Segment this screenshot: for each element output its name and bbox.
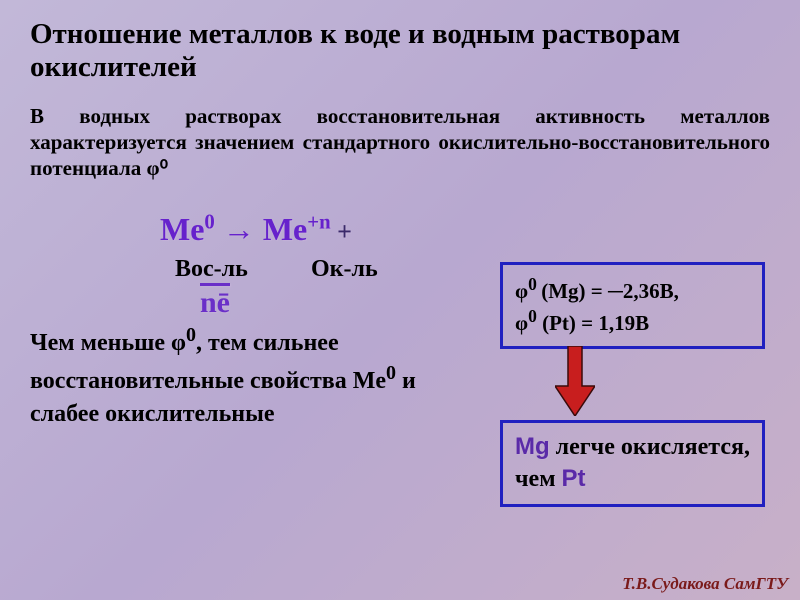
- eq-sup1: 0: [204, 210, 214, 233]
- page-title: Отношение металлов к воде и водным раств…: [0, 0, 800, 95]
- label-reducer: Вос-ль: [175, 256, 305, 283]
- potentials-box: φ0 (Mg) = ─2,36В, φ0 (Pt) = 1,19В: [500, 262, 765, 349]
- conclusion-box: Mg легче окисляется, чем Pt: [500, 420, 765, 507]
- expl-a: Чем меньше φ: [30, 330, 186, 356]
- phi-pt-b: (Pt) = 1,19В: [537, 311, 649, 335]
- label-oxidizer: Ок-ль: [311, 256, 378, 282]
- mg-label: Mg: [515, 433, 550, 460]
- phi-pt-sup: 0: [528, 306, 537, 326]
- author-credit: Т.В.Судакова СамГТУ: [622, 574, 788, 594]
- expl-sup0: 0: [186, 324, 196, 346]
- phi-pt-a: φ: [515, 311, 528, 335]
- eq-me2: Me: [263, 211, 307, 247]
- intro-paragraph: В водных растворах восстановительная акт…: [0, 95, 800, 182]
- equation-labels: Вос-ль Ок-ль: [175, 256, 378, 283]
- eq-me1: Me: [160, 211, 204, 247]
- concl-mid: легче окисляется, чем: [515, 434, 750, 492]
- down-arrow-icon: [555, 346, 595, 416]
- eq-sup2: +n: [307, 210, 330, 233]
- expl-sup1: 0: [386, 362, 396, 384]
- eq-arrow: →: [215, 211, 263, 247]
- eq-plus: +: [331, 217, 352, 246]
- phi-mg-sup: 0: [528, 274, 541, 294]
- ne-term: nē: [200, 286, 230, 320]
- equation: Me0 → Me+n +: [160, 212, 480, 245]
- explanation-text: Чем меньше φ0, тем сильнее восстановител…: [30, 322, 450, 431]
- phi-mg-a: φ: [515, 279, 528, 303]
- arrow-shape: [555, 346, 595, 416]
- ne-text: nē: [200, 286, 230, 319]
- pt-label: Pt: [562, 465, 586, 492]
- phi-mg-b: (Mg) = ─2,36В,: [541, 279, 679, 303]
